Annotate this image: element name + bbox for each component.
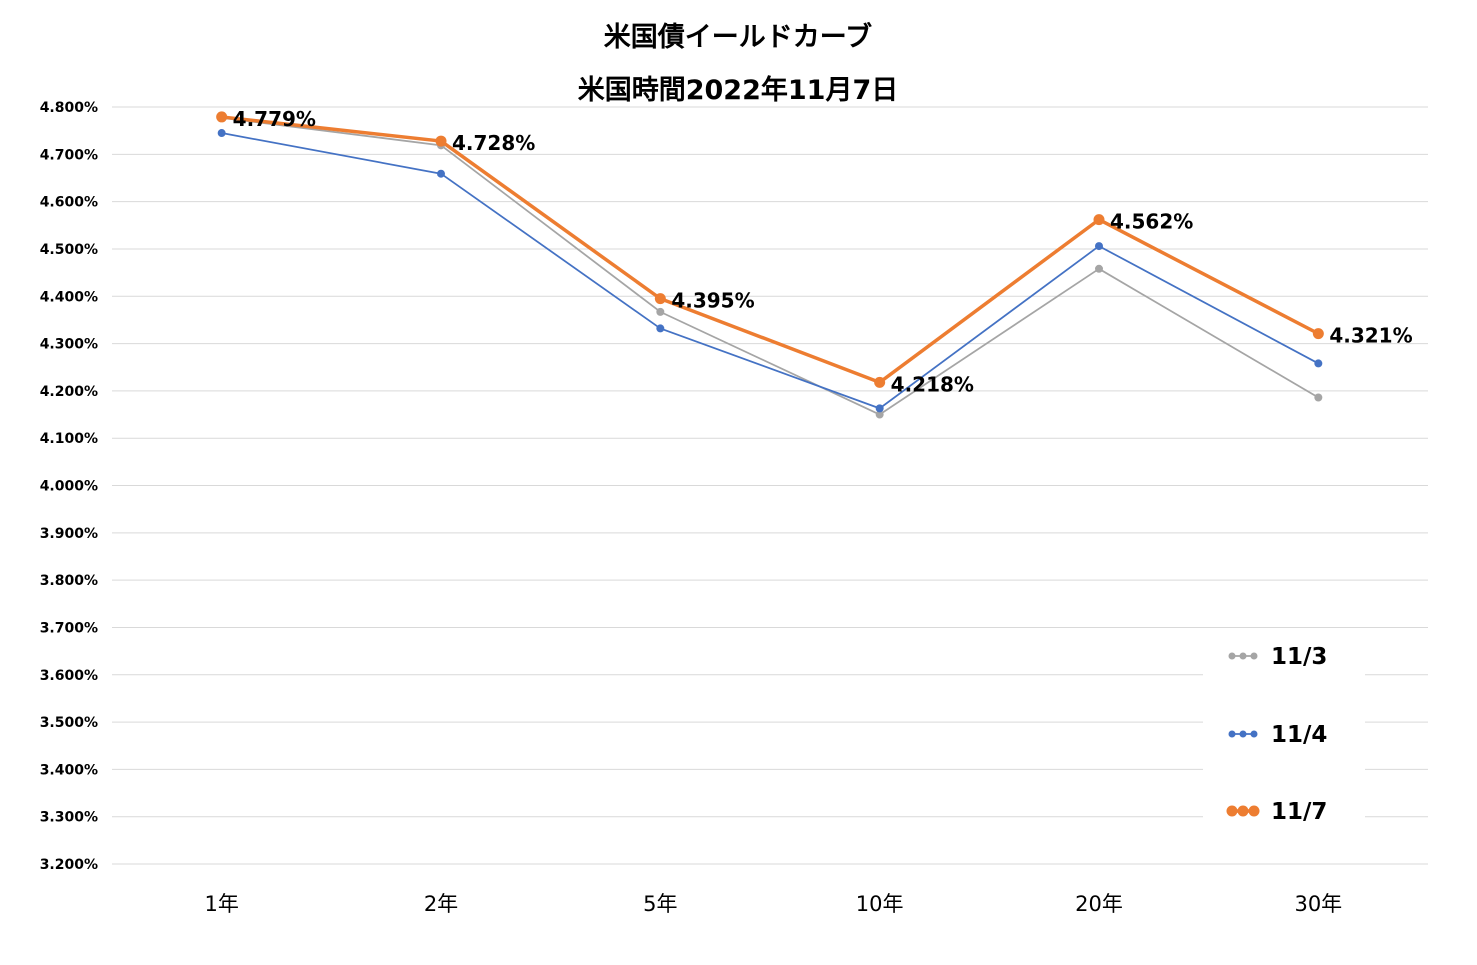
y-tick-label: 4.800% — [40, 100, 98, 116]
data-point — [875, 404, 884, 413]
legend-swatch-marker — [1250, 652, 1258, 660]
legend-label: 11/7 — [1271, 799, 1327, 825]
data-label: 4.562% — [1110, 210, 1193, 234]
y-tick-label: 4.400% — [40, 289, 98, 305]
data-point — [217, 129, 226, 138]
legend: 11/3 11/4 11/7 — [1203, 628, 1365, 833]
legend-item: 11/4 — [1228, 722, 1327, 748]
legend-swatch-marker — [1228, 730, 1236, 738]
x-tick-label: 30年 — [1294, 892, 1342, 916]
series-lines — [216, 111, 1324, 419]
y-tick-label: 4.000% — [40, 479, 98, 495]
x-tick-label: 1年 — [204, 892, 238, 916]
legend-box — [1203, 628, 1365, 833]
data-point — [1314, 359, 1323, 368]
legend-swatch-marker — [1248, 805, 1260, 817]
data-point — [216, 111, 228, 123]
data-point — [1095, 242, 1103, 251]
legend-swatch-marker — [1237, 805, 1249, 817]
data-label: 4.218% — [891, 372, 974, 396]
x-axis-ticks: 1年 2年 5年 10年 20年 30年 — [204, 892, 1342, 916]
legend-swatch-marker — [1226, 805, 1238, 817]
y-axis-ticks: 3.200% 3.300% 3.400% 3.500% 3.600% 3.700% 3.80… — [40, 100, 98, 873]
y-tick-label: 4.300% — [40, 337, 98, 353]
y-tick-label: 3.800% — [40, 573, 98, 589]
x-tick-label: 20年 — [1075, 892, 1123, 916]
data-label: 4.779% — [233, 107, 316, 131]
legend-swatch-marker — [1250, 730, 1258, 738]
data-point — [875, 410, 884, 419]
series-line — [221, 115, 1320, 385]
y-tick-label: 3.200% — [40, 857, 98, 873]
y-tick-label: 4.700% — [40, 147, 98, 163]
x-tick-label: 2年 — [424, 892, 458, 916]
y-tick-label: 4.200% — [40, 384, 98, 400]
data-label: 4.728% — [452, 131, 535, 155]
data-point — [435, 135, 447, 147]
legend-swatch-marker — [1228, 652, 1236, 660]
y-tick-label: 3.500% — [40, 715, 98, 731]
y-tick-label: 3.300% — [40, 810, 98, 826]
legend-label: 11/3 — [1271, 644, 1327, 670]
data-point — [656, 307, 665, 316]
data-point — [1314, 393, 1323, 402]
y-tick-label: 3.700% — [40, 620, 98, 636]
series-line — [221, 117, 1319, 416]
chart-subtitle: 米国時間2022年11月7日 — [578, 74, 899, 106]
legend-swatch-marker — [1239, 730, 1247, 738]
y-tick-label: 4.500% — [40, 242, 98, 258]
series-11-7 — [216, 111, 1324, 388]
series-line — [221, 132, 1319, 410]
data-point — [437, 169, 445, 178]
data-point — [1095, 264, 1103, 273]
chart-title: 米国債イールドカーブ — [604, 21, 872, 53]
legend-item: 11/3 — [1228, 644, 1327, 670]
y-tick-label: 3.900% — [40, 526, 98, 542]
gridlines — [112, 106, 1428, 865]
y-tick-label: 4.600% — [40, 195, 98, 211]
data-labels: 4.779% 4.728% 4.395% 4.218% 4.562% 4.321% — [233, 107, 1413, 396]
x-tick-label: 5年 — [643, 892, 677, 916]
data-point — [874, 376, 886, 388]
legend-label: 11/4 — [1271, 722, 1327, 748]
y-tick-label: 4.100% — [40, 431, 98, 447]
y-tick-label: 3.600% — [40, 668, 98, 684]
data-label: 4.321% — [1329, 324, 1412, 348]
legend-swatch-marker — [1239, 652, 1247, 660]
data-point — [654, 293, 666, 305]
x-tick-label: 10年 — [856, 892, 904, 916]
data-label: 4.395% — [671, 289, 754, 313]
legend-item: 11/7 — [1226, 799, 1327, 825]
data-point — [1093, 214, 1105, 226]
data-point — [1312, 328, 1324, 340]
data-point — [656, 324, 665, 333]
y-tick-label: 3.400% — [40, 762, 98, 778]
series-11-4 — [217, 129, 1323, 413]
